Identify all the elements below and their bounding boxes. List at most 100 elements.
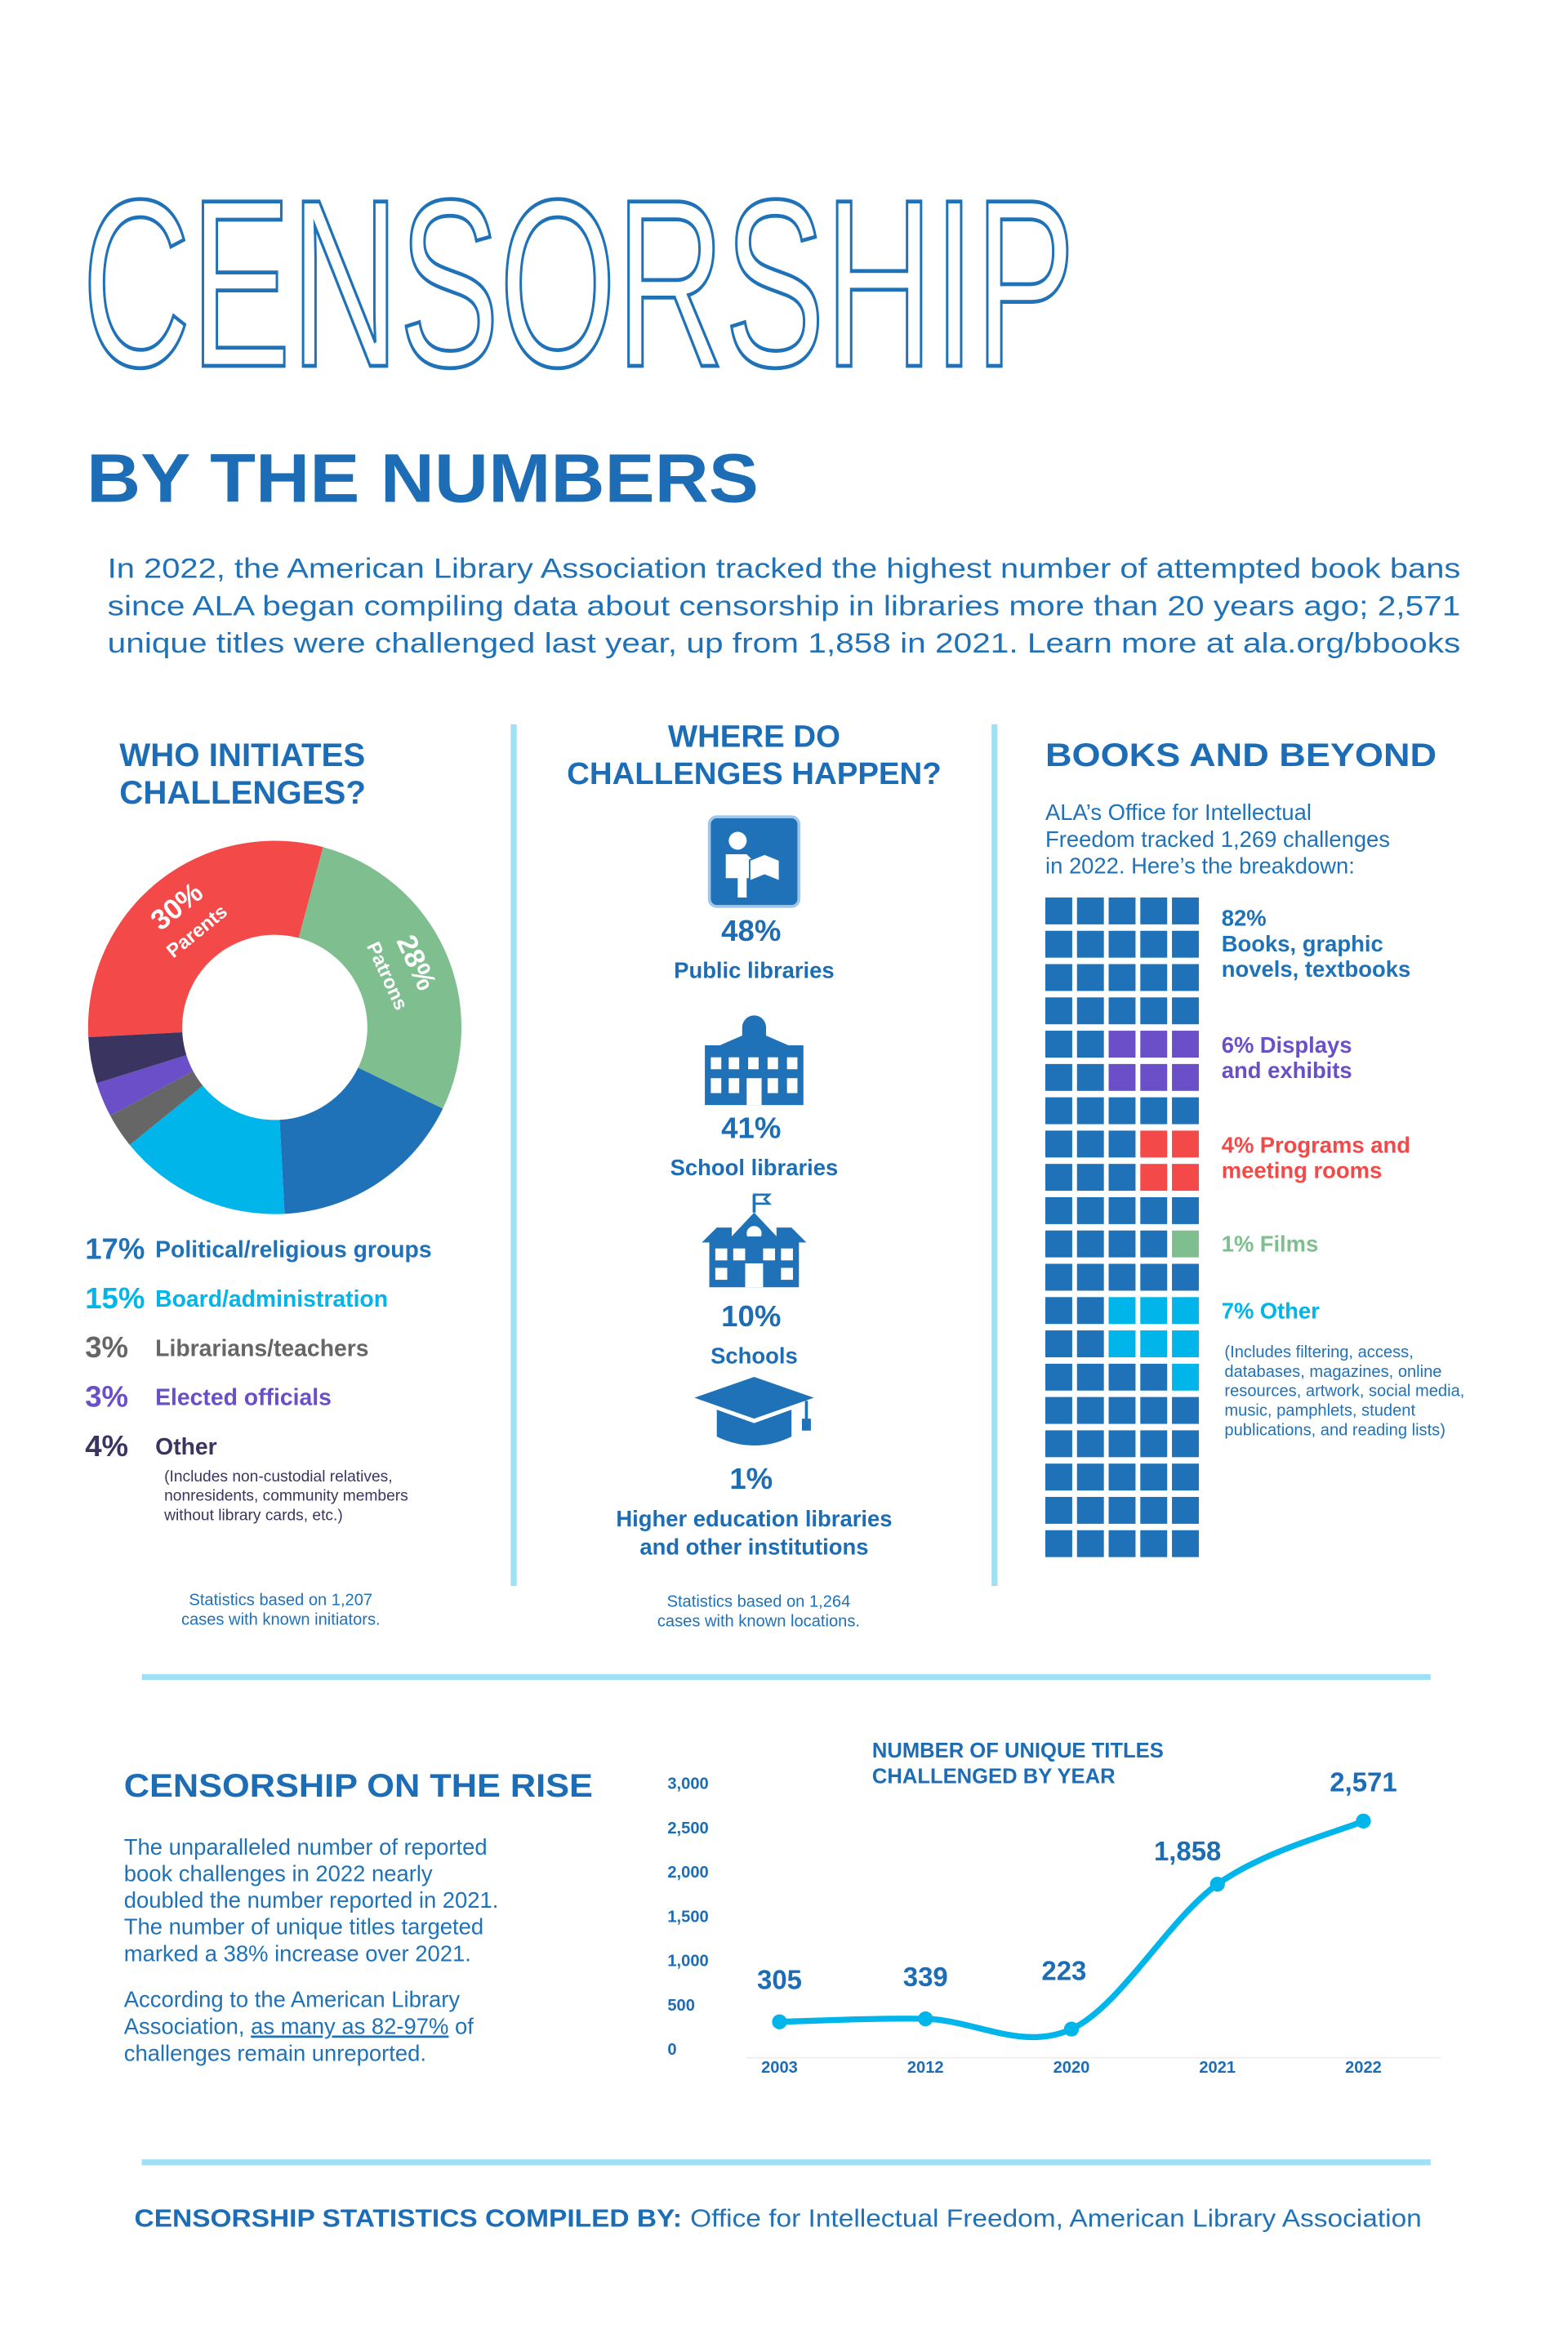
legend-label: Films (1260, 1231, 1319, 1256)
waffle-cell (1076, 1363, 1104, 1391)
waffle-cell (1108, 1097, 1136, 1125)
legend-label: Elected officials (155, 1385, 332, 1411)
waffle-cell (1045, 1164, 1072, 1192)
link[interactable]: as many as 82-97% (251, 2014, 448, 2039)
waffle-cell (1076, 1330, 1104, 1357)
waffle-cell (1108, 1430, 1136, 1458)
legend-value: 7% (1222, 1298, 1254, 1324)
waffle-cell (1045, 1463, 1072, 1491)
waffle-cell (1140, 897, 1168, 924)
body-text: According to the American Library (124, 1987, 461, 2012)
source-note: cases with known initiators. (181, 1610, 381, 1628)
legend-label: Programs and (1260, 1133, 1410, 1158)
waffle-cell (1140, 930, 1168, 958)
body-text: of (448, 2014, 474, 2039)
waffle-cell (1172, 1031, 1199, 1058)
donut-slice (298, 847, 462, 1109)
description: Freedom tracked 1,269 challenges (1045, 826, 1390, 852)
waffle-cell (1108, 1396, 1136, 1424)
legend-note: without library cards, etc.) (163, 1507, 343, 1524)
waffle-cell (1172, 1330, 1199, 1357)
waffle-cell (1076, 1463, 1104, 1491)
location-value: 41% (721, 1111, 781, 1144)
waffle-cell (1045, 1297, 1072, 1325)
waffle-cell (1172, 1463, 1199, 1491)
y-tick-label: 1,000 (667, 1953, 708, 1971)
waffle-cell (1108, 1297, 1136, 1325)
donut-slice (279, 1067, 443, 1214)
waffle-cell (1076, 1496, 1104, 1524)
body-text: Association, as many as 82-97% of (124, 2014, 474, 2039)
waffle-cell (1076, 1164, 1104, 1192)
location-label: Public libraries (674, 958, 835, 983)
waffle-cell (1076, 1031, 1104, 1058)
point (918, 2011, 933, 2027)
waffle-cell (1140, 1496, 1168, 1524)
y-tick-label: 2,500 (667, 1820, 708, 1838)
waffle-cell (1076, 1430, 1104, 1458)
body-text: marked a 38% increase over 2021. (124, 1940, 471, 1966)
legend-entry: 1% Films (1222, 1231, 1319, 1256)
waffle-cell (1045, 1230, 1072, 1258)
point (1356, 1813, 1371, 1829)
waffle-cell (1045, 1363, 1072, 1391)
footer: CENSORSHIP STATISTICS COMPILED BY: Office… (135, 2205, 1422, 2232)
donut-slice (96, 1054, 194, 1116)
waffle-cell (1140, 1263, 1168, 1291)
legend-note: publications, and reading lists) (1224, 1421, 1446, 1439)
legend-value: 1% (1222, 1231, 1254, 1256)
section-title: CHALLENGES? (119, 774, 366, 811)
waffle-cell (1140, 1063, 1168, 1091)
body-text: The unparalleled number of reported (124, 1834, 488, 1860)
donut-slice (110, 1071, 203, 1145)
legend-note: (Includes non-custodial relatives, (164, 1468, 392, 1486)
waffle-cell (1076, 1263, 1104, 1291)
y-tick-label: 2,000 (667, 1864, 708, 1882)
waffle-cell (1045, 964, 1072, 991)
donut-slice (87, 840, 323, 1038)
waffle-cell (1172, 1063, 1199, 1091)
waffle-cell (1172, 930, 1199, 958)
waffle-cell (1045, 1430, 1072, 1458)
waffle-cell (1076, 997, 1104, 1025)
legend-label: Board/administration (155, 1286, 388, 1312)
legend-value: 4% (85, 1429, 128, 1463)
waffle-cell (1140, 1097, 1168, 1125)
y-tick-label: 3,000 (667, 1775, 708, 1793)
legend-value: 4% (1222, 1133, 1254, 1158)
body-text: book challenges in 2022 nearly (124, 1861, 433, 1886)
waffle-cell (1140, 997, 1168, 1025)
intro-text: In 2022, the American Library Associatio… (108, 554, 1461, 585)
location-label: and other institutions (639, 1535, 868, 1560)
waffle-cell (1045, 1263, 1072, 1291)
waffle-cell (1108, 964, 1136, 991)
waffle-cell (1172, 1230, 1199, 1258)
waffle-cell (1140, 1164, 1168, 1192)
waffle-cell (1045, 997, 1072, 1025)
legend-entry: 7% Other (1222, 1298, 1320, 1324)
waffle-cell (1045, 1130, 1072, 1158)
section-title: CENSORSHIP ON THE RISE (124, 1767, 593, 1804)
waffle-cell (1108, 1031, 1136, 1058)
intro-text: since ALA began compiling data about cen… (108, 590, 1461, 621)
source-note: Statistics based on 1,207 (189, 1592, 372, 1610)
waffle-cell (1108, 1164, 1136, 1192)
description: ALA’s Office for Intellectual (1045, 800, 1312, 825)
legend-label: Books, graphic (1222, 931, 1383, 956)
data-label: 339 (903, 1962, 948, 1992)
waffle-cell (1108, 1530, 1136, 1557)
body-text: Association, (124, 2014, 251, 2039)
location-value: 1% (729, 1462, 773, 1495)
body-text: The number of unique titles targeted (124, 1914, 483, 1940)
y-tick-label: 500 (667, 1997, 695, 2015)
waffle-cell (1076, 1530, 1104, 1557)
waffle-cell (1045, 1396, 1072, 1424)
y-tick-label: 1,500 (667, 1908, 708, 1926)
waffle-cell (1045, 1196, 1072, 1224)
waffle-cell (1140, 1297, 1168, 1325)
source-note: cases with known locations. (657, 1612, 860, 1630)
legend-value: 82% (1222, 906, 1267, 931)
legend-value: 3% (85, 1330, 128, 1364)
waffle-cell (1172, 964, 1199, 991)
